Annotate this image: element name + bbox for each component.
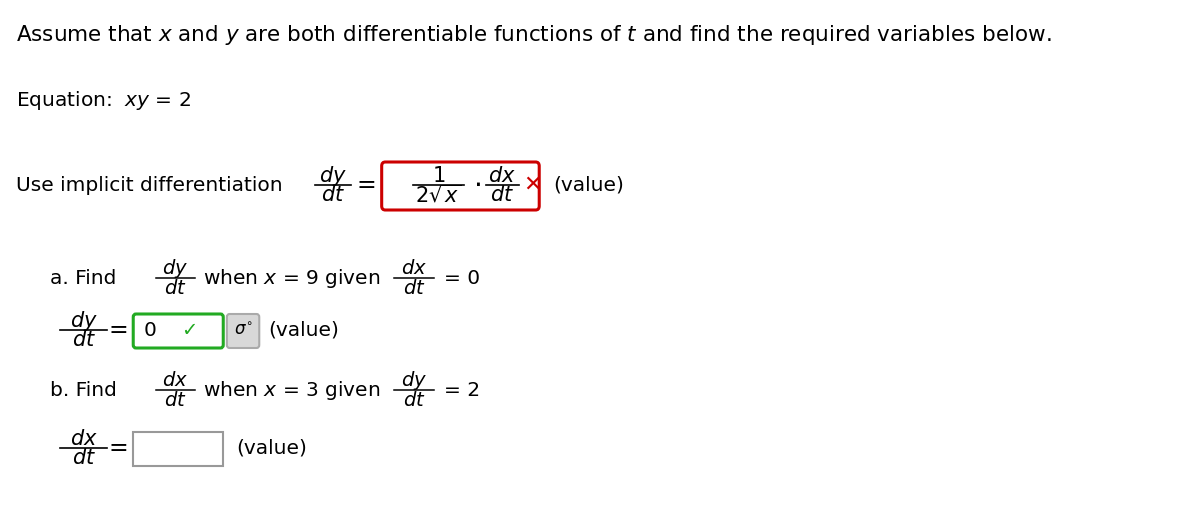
FancyBboxPatch shape [227, 314, 259, 348]
Text: $dx$: $dx$ [162, 372, 188, 390]
Text: $dx$: $dx$ [401, 260, 427, 278]
Text: $dy$: $dy$ [162, 258, 188, 280]
Text: $dt$: $dt$ [403, 278, 426, 298]
Text: $dt$: $dt$ [72, 330, 96, 350]
Text: =: = [356, 173, 377, 197]
Text: =: = [109, 436, 128, 460]
Text: $dt$: $dt$ [403, 390, 426, 410]
Text: $\sigma^{\circ}$: $\sigma^{\circ}$ [234, 321, 252, 339]
Text: $dy$: $dy$ [401, 370, 427, 392]
Text: $dt$: $dt$ [491, 185, 515, 205]
Text: (value): (value) [553, 175, 624, 195]
Text: $dy$: $dy$ [70, 309, 97, 333]
Text: $dt$: $dt$ [72, 448, 96, 468]
Text: $dx$: $dx$ [488, 166, 516, 186]
Text: when $\it{x}$ = 9 given: when $\it{x}$ = 9 given [203, 267, 380, 289]
Text: = 2: = 2 [444, 380, 480, 400]
Text: $dt$: $dt$ [164, 278, 187, 298]
Text: a. Find: a. Find [49, 269, 116, 287]
Text: Equation:  $\mathit{xy}$ = 2: Equation: $\mathit{xy}$ = 2 [17, 89, 191, 112]
Text: $1$: $1$ [432, 166, 445, 186]
Bar [133, 432, 223, 466]
Text: (value): (value) [269, 320, 340, 340]
Text: $\cdot$: $\cdot$ [473, 171, 481, 199]
Text: 0: 0 [144, 320, 157, 340]
Text: ✕: ✕ [523, 175, 542, 195]
Text: $dt$: $dt$ [322, 185, 346, 205]
FancyBboxPatch shape [382, 162, 539, 210]
Text: Use implicit differentiation: Use implicit differentiation [17, 175, 283, 195]
Text: =: = [109, 318, 128, 342]
Text: $2\sqrt{x}$: $2\sqrt{x}$ [415, 184, 462, 206]
Text: when $\it{x}$ = 3 given: when $\it{x}$ = 3 given [203, 379, 380, 402]
Text: Assume that $\it{x}$ and $\it{y}$ are both differentiable functions of $\it{t}$ : Assume that $\it{x}$ and $\it{y}$ are bo… [17, 23, 1052, 47]
Text: $dy$: $dy$ [319, 164, 347, 188]
Text: b. Find: b. Find [49, 380, 116, 400]
Text: = 0: = 0 [444, 269, 480, 287]
Text: $dt$: $dt$ [164, 390, 187, 410]
Text: ✓: ✓ [181, 320, 197, 340]
FancyBboxPatch shape [133, 314, 223, 348]
Text: $dx$: $dx$ [70, 429, 97, 449]
Text: (value): (value) [236, 439, 307, 457]
